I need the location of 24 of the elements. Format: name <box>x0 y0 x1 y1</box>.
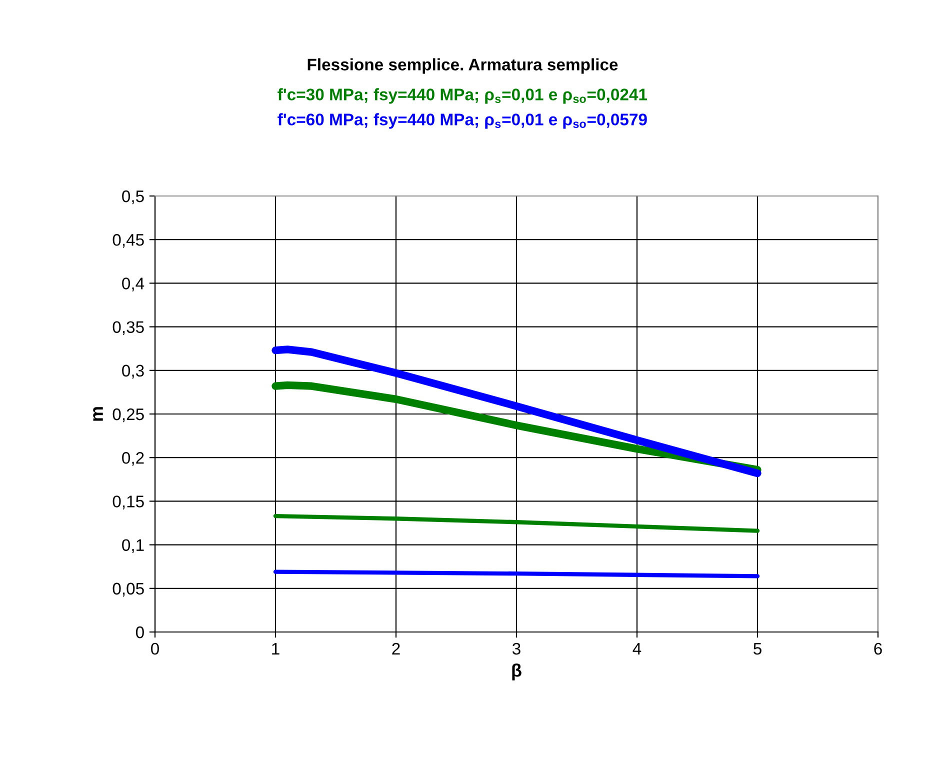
x-tick-label: 5 <box>754 643 762 655</box>
y-axis-title: m <box>93 407 103 421</box>
x-tick-label: 6 <box>874 642 882 655</box>
x-axis-title: β <box>512 664 522 680</box>
y-tick-label: 0,5 <box>122 190 144 204</box>
y-tick-label: 0,45 <box>112 234 144 248</box>
y-tick-label: 0,35 <box>112 321 144 335</box>
x-tick-label: 3 <box>512 642 520 655</box>
line-series <box>273 514 760 533</box>
chart-title: Flessione semplice. Armatura semplice <box>308 58 618 74</box>
x-tick-label: 1 <box>272 643 280 654</box>
y-tick-label: 0,15 <box>112 496 144 510</box>
y-tick-label: 0,2 <box>122 452 144 466</box>
y-tick-label: 0 <box>136 626 144 638</box>
y-tick-label: 0,4 <box>122 278 144 292</box>
x-tick-label: 2 <box>392 642 400 654</box>
text: f'c=60 MPa; fsy=440 MPa; ρ$_{s}$=0,01 e ρ$_{so}$=0,0579 <box>278 113 647 129</box>
y-tick-label: 0,1 <box>122 539 144 553</box>
text: f'c=30 MPa; fsy=440 MPa; ρ$_{s}$=0,01 e ρ$_{so}$=0,0241 <box>278 88 648 104</box>
y-tick-label: 0,25 <box>112 408 144 422</box>
y-tick-label: 0,05 <box>112 582 144 597</box>
x-tick-label: 0 <box>151 642 159 655</box>
y-tick-label: 0,3 <box>122 364 144 379</box>
x-tick-label: 4 <box>632 643 642 654</box>
